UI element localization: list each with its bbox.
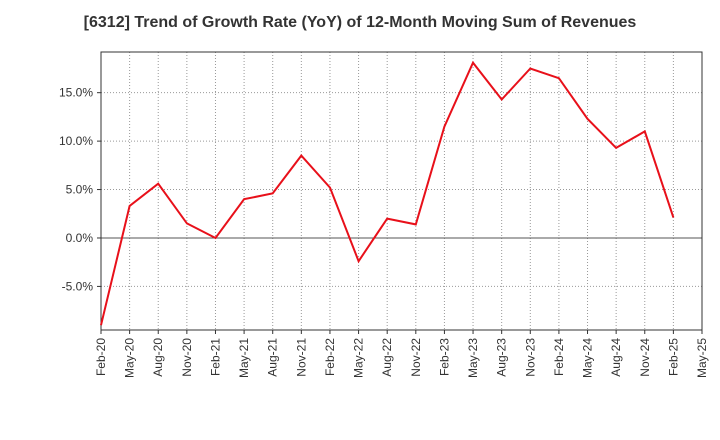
grid-lines — [101, 52, 702, 330]
x-tick-label: May-25 — [695, 338, 709, 378]
chart-title: [6312] Trend of Growth Rate (YoY) of 12-… — [83, 14, 637, 31]
x-tick-label: Feb-23 — [437, 338, 451, 376]
x-tick-label: Feb-24 — [552, 338, 566, 376]
x-tick-label: Nov-20 — [180, 338, 194, 377]
x-tick-label: Feb-25 — [666, 338, 680, 376]
y-tick-label: 15.0% — [59, 86, 93, 100]
y-tick-label: 10.0% — [59, 134, 93, 148]
x-tick-label: May-20 — [123, 338, 137, 378]
series-layer — [100, 60, 675, 326]
x-tick-label: May-23 — [466, 338, 480, 378]
plot-area — [101, 52, 702, 330]
x-tick-label: Nov-21 — [294, 338, 308, 377]
tick-labels: -5.0% 0.0% 5.0% 10.0% 15.0% Feb-20 May-20 Aug-2… — [59, 86, 709, 378]
x-tick-label: May-22 — [352, 338, 366, 378]
x-tick-label: Aug-23 — [495, 338, 509, 377]
x-tick-label: Nov-24 — [638, 338, 652, 377]
x-tick-label: Feb-22 — [323, 338, 337, 376]
x-tick-label: Nov-23 — [523, 338, 537, 377]
x-tick-label: Feb-20 — [94, 338, 108, 376]
y-tick-label: 0.0% — [66, 231, 94, 245]
x-tick-label: Aug-24 — [609, 338, 623, 377]
x-tick-label: May-21 — [237, 338, 251, 378]
x-tick-label: May-24 — [581, 338, 595, 378]
y-tick-label: 5.0% — [66, 183, 94, 197]
x-tick-label: Nov-22 — [409, 338, 423, 377]
x-tick-label: Feb-21 — [208, 338, 222, 376]
series-line — [100, 60, 675, 326]
axes — [97, 51, 703, 334]
x-tick-label: Aug-22 — [380, 338, 394, 377]
x-tick-label: Aug-21 — [266, 338, 280, 377]
x-tick-label: Aug-20 — [151, 338, 165, 377]
plot-frame — [100, 51, 703, 331]
y-tick-label: -5.0% — [62, 279, 94, 293]
